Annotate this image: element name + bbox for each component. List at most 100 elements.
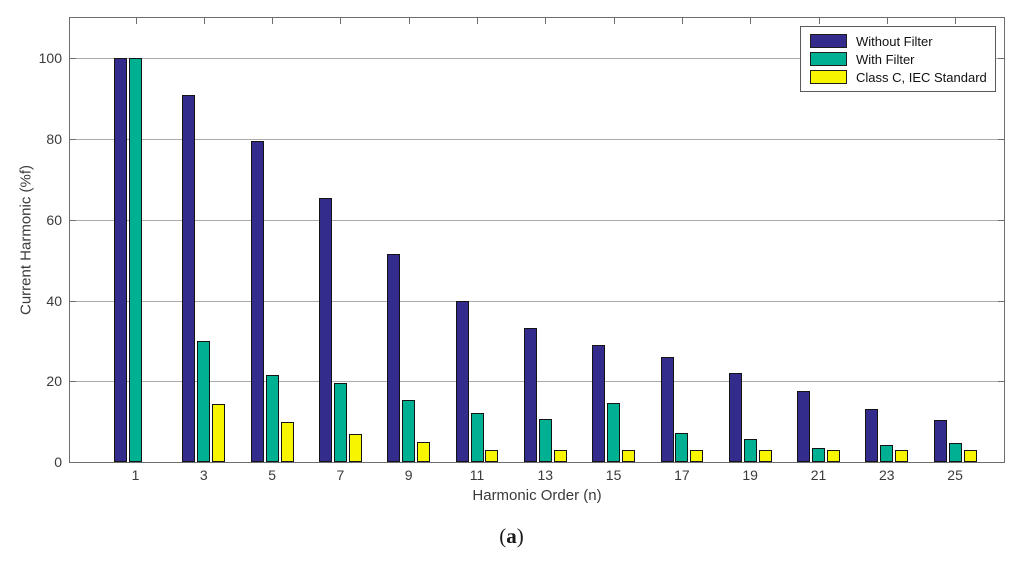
bar — [212, 403, 226, 462]
y-tick-label: 0 — [54, 454, 62, 470]
bar — [348, 433, 362, 462]
bar — [485, 449, 499, 462]
y-axis-tick — [998, 139, 1004, 141]
x-tick-label: 23 — [879, 467, 895, 483]
bar — [758, 449, 772, 462]
x-axis-tick — [613, 18, 615, 24]
x-tick-label: 11 — [469, 467, 485, 483]
bar — [470, 412, 484, 462]
bar — [660, 357, 674, 462]
subfigure-label: (a) — [0, 524, 1023, 549]
y-axis-tick — [70, 58, 76, 60]
x-axis-tick — [135, 18, 137, 24]
bar — [417, 441, 431, 462]
y-axis-tick — [998, 219, 1004, 221]
bar — [933, 420, 947, 462]
x-axis-tick — [886, 18, 888, 24]
y-axis-tick — [70, 300, 76, 302]
y-tick-label: 60 — [46, 211, 62, 228]
y-axis-tick — [70, 139, 76, 141]
legend-label: With Filter — [856, 51, 915, 67]
bar — [387, 254, 401, 462]
x-tick-label: 3 — [199, 467, 208, 483]
y-axis-tick — [998, 58, 1004, 60]
bar — [538, 419, 552, 462]
x-axis-tick — [477, 18, 478, 24]
x-axis-tick — [203, 18, 205, 24]
plot-area: Without Filter With Filter Class C, IEC St… — [69, 17, 1005, 463]
bar — [114, 58, 128, 462]
x-tick-label: 21 — [810, 467, 827, 483]
bar — [880, 445, 894, 462]
y-axis-tick — [998, 300, 1004, 302]
legend-swatch — [810, 52, 847, 66]
x-tick-label: 7 — [336, 467, 345, 483]
bar — [333, 383, 347, 462]
bar — [592, 344, 606, 462]
x-axis-tick — [340, 18, 342, 24]
bar — [948, 443, 962, 462]
x-axis-tick — [408, 18, 410, 24]
x-tick-label: 1 — [131, 467, 140, 483]
x-tick-label: 5 — [268, 467, 276, 483]
y-tick-label: 100 — [38, 50, 62, 67]
gridline — [70, 219, 1004, 221]
bar — [265, 375, 279, 462]
bar — [402, 399, 416, 462]
x-tick-label: 13 — [537, 467, 554, 483]
bar — [743, 438, 757, 462]
y-tick-label: 20 — [46, 373, 62, 390]
x-tick-label: 17 — [674, 467, 690, 483]
x-tick-label: 15 — [605, 467, 622, 483]
legend: Without Filter With Filter Class C, IEC St… — [800, 26, 996, 92]
bar — [607, 403, 621, 462]
bar — [865, 408, 879, 462]
x-tick-label: 19 — [742, 467, 758, 483]
gridline — [70, 58, 1004, 60]
bar — [963, 449, 977, 462]
bar — [812, 447, 825, 462]
caption-close-paren: ) — [516, 524, 524, 548]
x-tick-label: 9 — [404, 467, 413, 483]
y-tick-label: 40 — [46, 292, 62, 309]
y-axis-tick — [70, 219, 76, 221]
bar — [129, 58, 142, 462]
bar — [690, 449, 704, 462]
bar — [250, 141, 264, 462]
bar — [797, 391, 811, 462]
gridline — [70, 139, 1004, 141]
bar — [197, 340, 211, 462]
bar — [319, 197, 332, 462]
bar — [455, 300, 469, 462]
legend-label: Class C, IEC Standard — [856, 69, 987, 85]
bar — [675, 432, 689, 462]
bar — [523, 328, 537, 462]
legend-item: With Filter — [810, 50, 991, 68]
legend-label: Without Filter — [856, 33, 933, 49]
y-axis-tick — [998, 381, 1004, 383]
bar — [895, 449, 909, 462]
caption-letter: a — [506, 524, 517, 548]
y-tick-label: 80 — [46, 131, 62, 148]
bar — [728, 373, 742, 462]
legend-swatch — [810, 34, 847, 48]
x-tick-label: 25 — [947, 467, 963, 483]
y-axis-tick — [70, 381, 76, 383]
x-axis-tick — [818, 18, 820, 24]
x-axis-tick — [955, 18, 957, 24]
gridline — [70, 381, 1004, 383]
x-axis-tick — [750, 18, 752, 24]
x-axis-tick — [545, 18, 547, 24]
bar — [182, 94, 196, 462]
x-axis-tick — [272, 18, 274, 24]
bar — [622, 449, 635, 462]
legend-item: Class C, IEC Standard — [810, 68, 991, 86]
x-axis-label: Harmonic Order (n) — [472, 487, 602, 504]
legend-swatch — [810, 70, 847, 84]
legend-item: Without Filter — [810, 32, 991, 50]
bar — [553, 449, 567, 462]
gridline — [70, 300, 1004, 302]
bar — [280, 421, 294, 462]
bar — [826, 449, 840, 462]
